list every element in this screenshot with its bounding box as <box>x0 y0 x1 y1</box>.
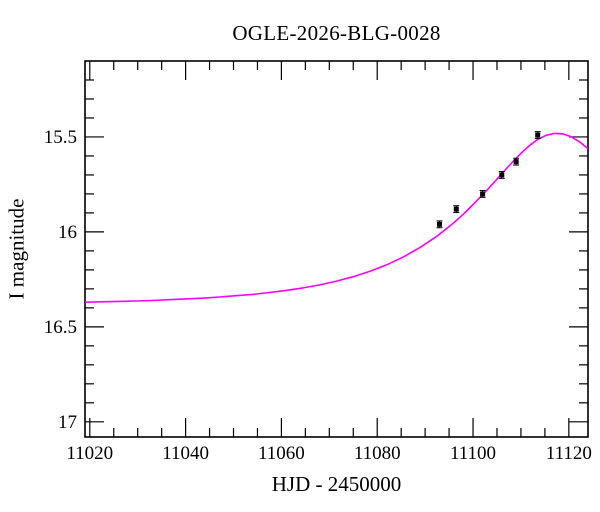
data-point <box>513 159 519 165</box>
y-tick-label: 16 <box>58 222 77 243</box>
x-tick-label: 11040 <box>162 443 209 464</box>
data-point <box>480 191 486 197</box>
data-point <box>436 221 442 227</box>
x-tick-label: 11020 <box>66 443 113 464</box>
model-curve <box>84 132 589 303</box>
x-tick-label: 11100 <box>450 443 496 464</box>
data-point <box>535 132 541 138</box>
x-tick-label: 11080 <box>354 443 401 464</box>
y-tick-label: 17 <box>58 412 77 433</box>
data-point <box>453 206 459 212</box>
y-tick-label: 15.5 <box>44 127 77 148</box>
y-tick-label: 16.5 <box>44 317 77 338</box>
x-tick-label: 11120 <box>546 443 592 464</box>
data-point <box>499 172 505 178</box>
chart-title: OGLE-2026-BLG-0028 <box>232 21 441 45</box>
x-tick-label: 11060 <box>258 443 305 464</box>
plot-frame <box>84 60 589 438</box>
x-axis-label: HJD - 2450000 <box>271 472 402 496</box>
